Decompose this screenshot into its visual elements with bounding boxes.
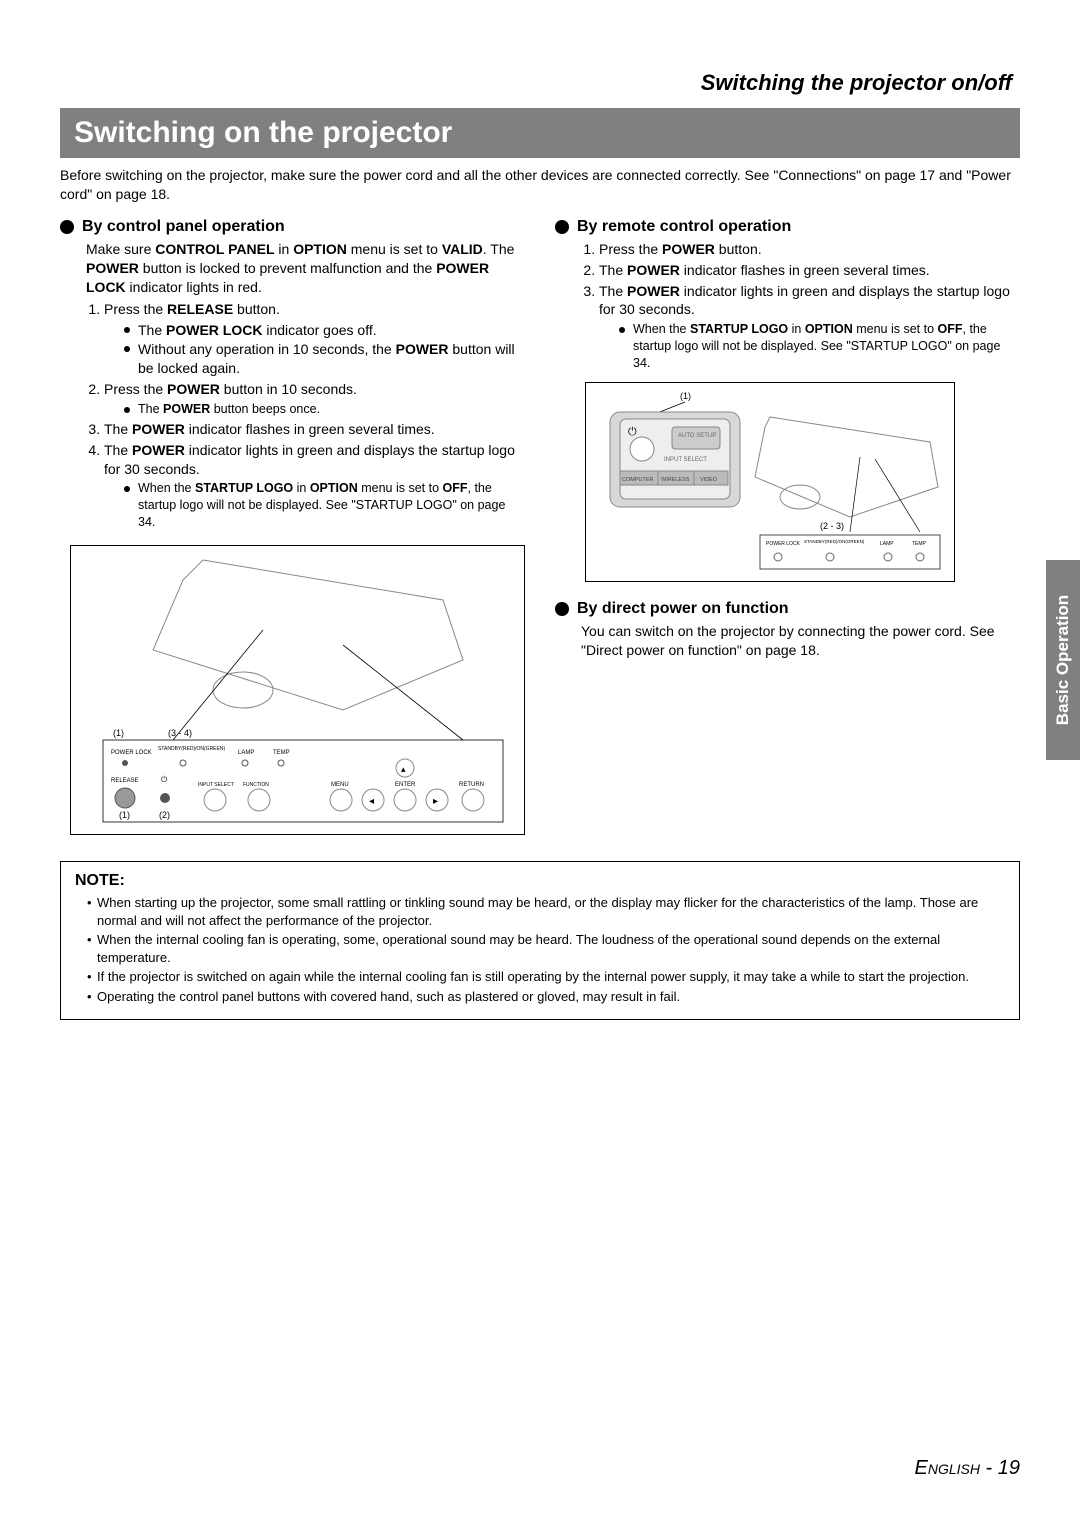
left-step-3: The POWER indicator flashes in green sev… — [104, 420, 525, 439]
svg-text:(3 - 4): (3 - 4) — [168, 728, 192, 738]
svg-text:▸: ▸ — [433, 796, 438, 807]
side-tab-label: Basic Operation — [1053, 595, 1073, 725]
right-heading2-text: By direct power on function — [577, 600, 789, 618]
left-step-4: The POWER indicator lights in green and … — [104, 441, 525, 531]
intro-text: Before switching on the projector, make … — [60, 166, 1020, 204]
note-item: If the projector is switched on again wh… — [87, 968, 1005, 986]
right-column: By remote control operation Press the PO… — [555, 218, 1020, 849]
svg-text:LAMP: LAMP — [880, 541, 894, 547]
svg-text:◂: ◂ — [369, 796, 374, 807]
svg-text:AUTO SETUP: AUTO SETUP — [678, 433, 716, 439]
bullet-icon — [555, 220, 569, 234]
remote-and-projector-diagram: (1) ⏻ AUTO SETUP INPUT SELECT COMPUTER W… — [590, 387, 950, 577]
footer-language: English — [915, 1457, 980, 1479]
left-figure: (1) (3 - 4) POWER LOCK STANDBY(RED)/ON(G… — [70, 545, 525, 835]
svg-text:(2): (2) — [159, 810, 170, 820]
svg-text:FUNCTION: FUNCTION — [243, 782, 269, 788]
page-footer: English - 19 — [915, 1457, 1021, 1480]
right-body2: You can switch on the projector by conne… — [581, 622, 1020, 660]
bullet-icon — [555, 602, 569, 616]
svg-text:(2 - 3): (2 - 3) — [820, 521, 844, 531]
note-box: NOTE: When starting up the projector, so… — [60, 861, 1020, 1020]
svg-text:POWER LOCK: POWER LOCK — [111, 750, 152, 756]
side-tab: Basic Operation — [1046, 560, 1080, 760]
svg-text:(1): (1) — [113, 728, 124, 738]
svg-text:TEMP: TEMP — [912, 541, 927, 547]
note-title: NOTE: — [75, 872, 1005, 890]
svg-text:⏻: ⏻ — [161, 775, 168, 784]
svg-text:INPUT SELECT: INPUT SELECT — [664, 457, 707, 463]
right-subheading-2: By direct power on function — [555, 600, 1020, 618]
svg-text:RETURN: RETURN — [459, 782, 484, 788]
svg-text:VIDEO: VIDEO — [700, 477, 718, 483]
svg-text:LAMP: LAMP — [238, 750, 254, 756]
svg-text:ENTER: ENTER — [395, 782, 416, 788]
svg-text:MENU: MENU — [331, 782, 349, 788]
right-steps-1: Press the POWER button. The POWER indica… — [581, 240, 1020, 372]
svg-text:WIRELESS: WIRELESS — [661, 477, 690, 483]
left-subheading: By control panel operation — [60, 218, 525, 236]
note-item: When starting up the projector, some sma… — [87, 894, 1005, 929]
svg-text:INPUT SELECT: INPUT SELECT — [198, 782, 234, 788]
note-item: When the internal cooling fan is operati… — [87, 931, 1005, 966]
svg-text:(1): (1) — [119, 810, 130, 820]
svg-text:COMPUTER: COMPUTER — [622, 477, 654, 483]
right-figure: (1) ⏻ AUTO SETUP INPUT SELECT COMPUTER W… — [585, 382, 955, 582]
right-step1-1: Press the POWER button. — [599, 240, 1020, 259]
svg-text:⏻: ⏻ — [628, 426, 637, 438]
left-column: By control panel operation Make sure CON… — [60, 218, 525, 849]
right-subheading-1: By remote control operation — [555, 218, 1020, 236]
svg-text:▴: ▴ — [401, 764, 406, 774]
svg-text:POWER LOCK: POWER LOCK — [766, 541, 801, 547]
note-item: Operating the control panel buttons with… — [87, 988, 1005, 1006]
note-list: When starting up the projector, some sma… — [75, 894, 1005, 1005]
projector-control-panel-diagram: (1) (3 - 4) POWER LOCK STANDBY(RED)/ON(G… — [83, 550, 513, 830]
left-step-2: Press the POWER button in 10 seconds. Th… — [104, 380, 525, 418]
svg-text:STANDBY(RED)/ON(GREEN): STANDBY(RED)/ON(GREEN) — [804, 539, 865, 544]
section-heading: Switching on the projector — [60, 108, 1020, 158]
footer-page-number: 19 — [998, 1457, 1020, 1479]
right-step1-2: The POWER indicator flashes in green sev… — [599, 261, 1020, 280]
left-heading-text: By control panel operation — [82, 218, 285, 236]
bullet-icon — [60, 220, 74, 234]
svg-text:(1): (1) — [680, 391, 691, 401]
right-step1-3: The POWER indicator lights in green and … — [599, 282, 1020, 372]
svg-text:TEMP: TEMP — [273, 750, 290, 756]
svg-text:STANDBY(RED)/ON(GREEN): STANDBY(RED)/ON(GREEN) — [158, 746, 225, 752]
left-step-1: Press the RELEASE button. The POWER LOCK… — [104, 300, 525, 378]
right-heading1-text: By remote control operation — [577, 218, 791, 236]
left-lead: Make sure CONTROL PANEL in OPTION menu i… — [86, 240, 525, 297]
svg-text:RELEASE: RELEASE — [111, 778, 139, 784]
page-top-title: Switching the projector on/off — [60, 70, 1020, 96]
left-steps: Press the RELEASE button. The POWER LOCK… — [86, 300, 525, 531]
